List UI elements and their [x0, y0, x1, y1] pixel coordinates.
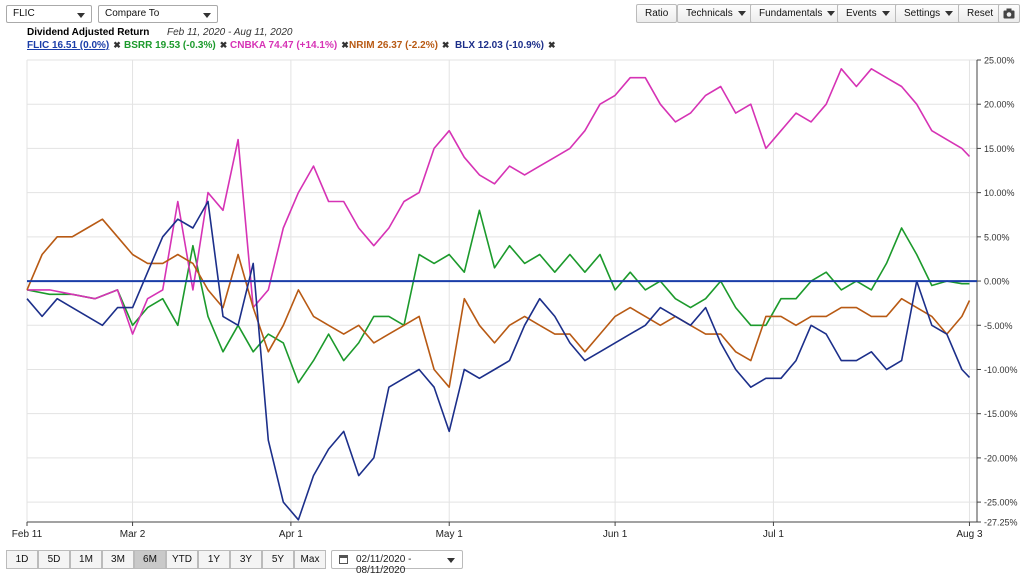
legend-label: BLX 12.03 (-10.9%) — [455, 40, 544, 51]
legend-item[interactable]: FLIC 16.51 (0.0%) ✖ — [27, 40, 121, 51]
series-line-blx — [26, 200, 971, 521]
y-tick-label: 25.00% — [984, 56, 1015, 66]
chevron-down-icon — [447, 558, 455, 563]
x-tick-label: Feb 11 — [12, 529, 43, 540]
y-tick-label: 15.00% — [984, 144, 1015, 154]
close-icon[interactable]: ✖ — [441, 40, 450, 50]
range-label: 3M — [111, 554, 125, 565]
range-1y-button[interactable]: 1Y — [198, 550, 230, 569]
camera-icon — [1003, 8, 1015, 19]
calendar-icon — [339, 555, 348, 564]
range-5d-button[interactable]: 5D — [38, 550, 70, 569]
chevron-down-icon — [945, 10, 954, 16]
chevron-down-icon — [203, 13, 211, 18]
reset-label: Reset — [967, 8, 994, 19]
date-range-value: 02/11/2020 - 08/11/2020 — [356, 554, 412, 576]
legend-label: CNBKA 74.47 (+14.1%) — [230, 40, 338, 51]
close-icon[interactable]: ✖ — [113, 40, 121, 50]
range-max-button[interactable]: Max — [294, 550, 326, 569]
legend-item[interactable]: BLX 12.03 (-10.9%) ✖ — [455, 40, 555, 51]
y-tick-label: -20.00% — [984, 453, 1018, 463]
y-tick-label: 0.00% — [984, 277, 1010, 287]
series-line-bsrr — [26, 209, 970, 384]
legend-label: FLIC 16.51 (0.0%) — [27, 40, 110, 51]
fundamentals-label: Fundamentals — [759, 8, 823, 19]
range-label: 1D — [15, 554, 29, 565]
x-tick-label: Apr 1 — [279, 529, 303, 540]
chevron-down-icon — [737, 10, 746, 16]
chevron-down-icon — [77, 13, 85, 18]
x-tick-label: May 1 — [436, 529, 464, 540]
range-label: Max — [300, 554, 320, 565]
ratio-label: Ratio — [645, 8, 669, 19]
compare-select[interactable]: Compare To — [98, 5, 218, 23]
range-ytd-button[interactable]: YTD — [166, 550, 198, 569]
x-tick-label: Aug 3 — [956, 529, 983, 540]
y-tick-label: 20.00% — [984, 100, 1015, 110]
symbol-value: FLIC — [13, 8, 35, 19]
chevron-down-icon — [881, 10, 890, 16]
range-label: 5D — [47, 554, 61, 565]
y-tick-label: 10.00% — [984, 188, 1015, 198]
close-icon[interactable]: ✖ — [547, 40, 556, 50]
technicals-label: Technicals — [686, 8, 733, 19]
y-tick-label: -25.00% — [984, 498, 1018, 508]
events-label: Events — [846, 8, 877, 19]
date-range-picker[interactable]: 02/11/2020 - 08/11/2020 — [331, 550, 463, 576]
close-icon[interactable]: ✖ — [341, 40, 349, 50]
range-1m-button[interactable]: 1M — [70, 550, 102, 569]
legend-label: BSRR 19.53 (-0.3%) — [124, 40, 216, 51]
legend-label: NRIM 26.37 (-2.2%) — [349, 40, 438, 51]
camera-button[interactable] — [998, 4, 1020, 23]
compare-placeholder: Compare To — [105, 8, 160, 19]
y-tick-label: -10.00% — [984, 365, 1018, 375]
range-5y-button[interactable]: 5Y — [262, 550, 294, 569]
range-3y-button[interactable]: 3Y — [230, 550, 262, 569]
close-icon[interactable]: ✖ — [219, 40, 228, 50]
range-1d-button[interactable]: 1D — [6, 550, 38, 569]
range-label: YTD — [172, 554, 192, 565]
x-tick-label: Jun 1 — [603, 529, 628, 540]
x-tick-label: Jul 1 — [763, 529, 785, 540]
range-label: 1M — [79, 554, 93, 565]
y-tick-label: -5.00% — [984, 321, 1013, 331]
range-label: 3Y — [239, 554, 253, 565]
range-label: 1Y — [207, 554, 221, 565]
series-line-cnbka — [27, 68, 971, 335]
technicals-button[interactable]: Technicals — [677, 4, 755, 23]
range-label: 6M — [143, 554, 157, 565]
series-line-nrim — [26, 218, 971, 388]
settings-label: Settings — [904, 8, 941, 19]
ratio-button[interactable]: Ratio — [636, 4, 678, 23]
legend-item[interactable]: NRIM 26.37 (-2.2%) ✖ — [349, 40, 449, 51]
range-3m-button[interactable]: 3M — [102, 550, 134, 569]
range-6m-button[interactable]: 6M — [134, 550, 166, 569]
date-range-label: Feb 11, 2020 - Aug 11, 2020 — [167, 27, 293, 38]
settings-button[interactable]: Settings — [895, 4, 963, 23]
legend-item[interactable]: CNBKA 74.47 (+14.1%) ✖ — [230, 40, 349, 51]
chevron-down-icon — [827, 10, 836, 16]
y-tick-label: 5.00% — [984, 232, 1010, 242]
y-tick-label: -15.00% — [984, 409, 1018, 419]
x-tick-label: Mar 2 — [120, 529, 146, 540]
legend-item[interactable]: BSRR 19.53 (-0.3%) ✖ — [124, 40, 227, 51]
symbol-select[interactable]: FLIC — [6, 5, 92, 23]
chart-title: Dividend Adjusted Return — [27, 27, 150, 38]
range-label: 5Y — [271, 554, 285, 565]
y-tick-label: -27.25% — [984, 518, 1018, 528]
